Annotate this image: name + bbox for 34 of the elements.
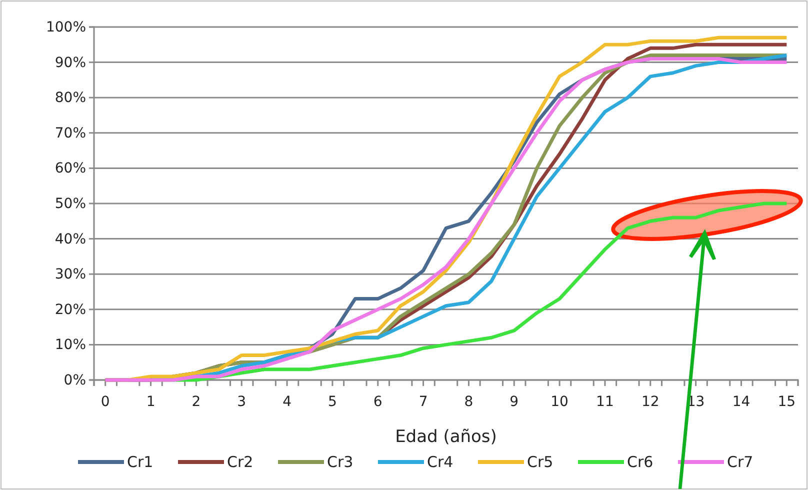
y-tick-label: 30%	[54, 266, 86, 283]
y-tick-label: 0%	[64, 372, 86, 388]
legend-label: Cr4	[427, 453, 454, 471]
legend-label: Cr6	[627, 453, 654, 471]
x-tick-label: 0	[100, 394, 110, 410]
y-tick-label: 20%	[54, 302, 86, 318]
y-tick-label: 10%	[54, 337, 86, 354]
legend-label: Cr7	[727, 453, 754, 471]
legend-label: Cr2	[227, 453, 254, 471]
x-tick-label: 3	[237, 394, 246, 410]
x-tick-label: 14	[732, 394, 750, 410]
x-tick-label: 2	[192, 394, 201, 410]
x-tick-label: 10	[550, 394, 568, 410]
y-tick-label: 40%	[54, 231, 86, 248]
x-tick-label: 15	[778, 394, 796, 410]
y-tick-label: 60%	[54, 160, 86, 177]
x-tick-label: 9	[510, 394, 519, 410]
legend-label: Cr1	[127, 453, 154, 471]
y-tick-label: 90%	[54, 54, 86, 71]
x-tick-label: 5	[328, 394, 337, 410]
x-tick-label: 6	[373, 394, 382, 410]
y-tick-label: 100%	[46, 19, 86, 36]
legend-label: Cr5	[527, 453, 554, 471]
x-tick-label: 11	[596, 394, 614, 410]
legend-label: Cr3	[327, 453, 354, 471]
y-tick-label: 50%	[54, 196, 86, 212]
x-tick-label: 12	[641, 394, 660, 410]
x-tick-label: 4	[282, 394, 292, 410]
y-tick-label: 80%	[54, 90, 86, 106]
x-axis-title: Edad (años)	[395, 427, 497, 447]
x-tick-label: 8	[464, 394, 474, 410]
x-tick-label: 1	[146, 394, 156, 410]
y-tick-label: 70%	[54, 125, 86, 142]
x-tick-label: 7	[418, 394, 428, 410]
